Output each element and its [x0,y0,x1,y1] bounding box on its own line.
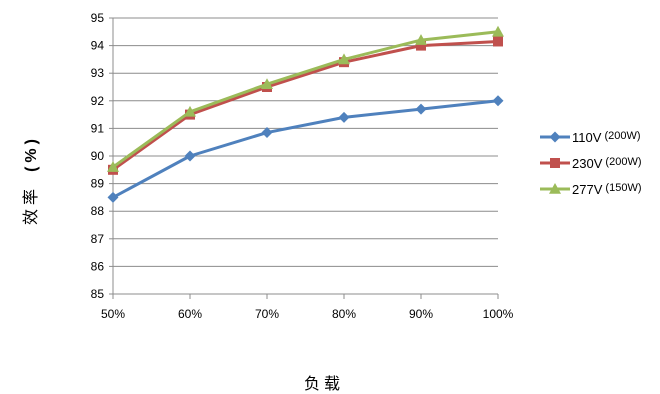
x-tick-label: 60% [178,307,202,321]
x-axis-title: 负载 [304,374,344,393]
legend-item-110v: 110V (200W) [540,130,641,145]
y-tick-label: 92 [91,94,105,108]
y-tick-label: 90 [91,149,105,163]
data-point-110v [107,191,119,203]
data-point-277v [492,25,504,37]
data-point-230v [493,36,503,47]
legend-marker [550,158,560,168]
y-tick-label: 89 [91,177,105,191]
x-tick-label: 70% [255,307,279,321]
legend-label: 277V (150W) [572,182,642,197]
legend-label: 110V (200W) [572,130,641,145]
data-point-110v [261,127,273,139]
data-point-277v [184,105,196,117]
x-tick-label: 80% [332,307,356,321]
data-point-277v [261,78,273,90]
series-277v [107,25,504,172]
y-tick-label: 94 [91,39,105,53]
x-tick-label: 50% [101,307,125,321]
y-tick-label: 87 [91,232,105,246]
series-line-277v [111,30,500,169]
y-tick-label: 86 [91,259,105,273]
data-point-110v [492,95,504,107]
y-tick-label: 88 [91,204,105,218]
y-axis-title: 效率 (%) [21,135,40,225]
data-point-277v [107,161,119,172]
series-110v [107,95,504,203]
x-tick-label: 90% [409,307,433,321]
y-tick-labels: 85 86 87 88 89 90 91 92 93 94 95 [91,11,105,301]
series-lines [107,25,504,203]
y-tick-label: 93 [91,66,105,80]
data-point-277v [338,53,350,65]
legend-marker [549,183,561,194]
y-tick-label: 95 [91,11,105,25]
legend-item-230v: 230V (200W) [540,156,642,171]
data-point-110v [184,150,196,162]
series-line-230v [111,39,500,172]
data-point-277v [415,34,427,45]
x-tick-labels: 50% 60% 70% 80% 90% 100% [101,307,514,321]
legend: 110V (200W) 230V (200W) 277V (150W) [540,130,642,197]
data-point-110v [338,111,350,123]
y-tick-label: 85 [91,287,105,301]
data-point-230v [416,40,426,51]
axes [109,17,499,299]
legend-marker [549,131,561,143]
x-tick-label: 100% [483,307,514,321]
y-tick-label: 91 [91,121,105,135]
gridlines [113,17,498,295]
legend-item-277v: 277V (150W) [540,182,642,197]
series-line-110v [111,99,500,199]
data-point-110v [415,103,427,115]
legend-label: 230V (200W) [572,156,642,171]
